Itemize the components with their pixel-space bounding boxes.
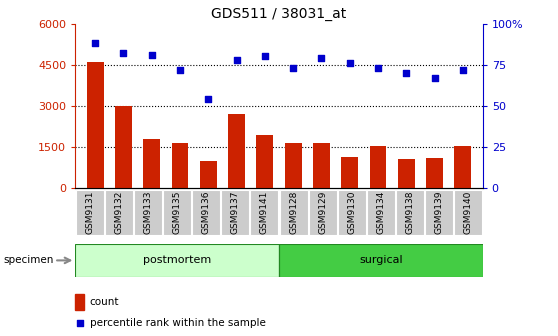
Bar	[75, 244, 279, 277]
Bar	[75, 294, 84, 310]
Bar	[425, 190, 453, 235]
Point	[75, 320, 84, 326]
Bar	[193, 190, 220, 235]
Text: surgical: surgical	[359, 255, 403, 265]
Bar	[251, 190, 278, 235]
Point	[402, 70, 411, 76]
Text: GSM9139: GSM9139	[435, 191, 444, 234]
Bar	[279, 244, 483, 277]
Bar	[396, 190, 424, 235]
Point	[317, 55, 326, 61]
Point	[261, 54, 270, 59]
Text: specimen: specimen	[4, 255, 54, 265]
Text: count: count	[90, 297, 119, 307]
Bar	[228, 114, 245, 188]
Bar	[309, 190, 336, 235]
Text: GSM9129: GSM9129	[318, 191, 327, 234]
Point	[147, 52, 156, 57]
Title: GDS511 / 38031_at: GDS511 / 38031_at	[211, 7, 347, 21]
Point	[288, 65, 297, 71]
Text: percentile rank within the sample: percentile rank within the sample	[90, 318, 266, 328]
Text: postmortem: postmortem	[143, 255, 211, 265]
Text: GSM9133: GSM9133	[143, 191, 152, 234]
Point	[232, 57, 241, 62]
Bar	[341, 157, 358, 188]
Bar	[222, 190, 249, 235]
Bar	[280, 190, 307, 235]
Text: GSM9137: GSM9137	[231, 191, 240, 234]
Text: GSM9138: GSM9138	[406, 191, 415, 234]
Bar	[163, 190, 191, 235]
Bar	[105, 190, 133, 235]
Text: GSM9136: GSM9136	[202, 191, 211, 234]
Bar	[134, 190, 162, 235]
Bar	[171, 143, 189, 188]
Text: GSM9131: GSM9131	[85, 191, 94, 234]
Text: GSM9128: GSM9128	[289, 191, 298, 234]
Point	[430, 75, 439, 81]
Bar	[454, 190, 482, 235]
Bar	[454, 145, 472, 188]
Point	[90, 41, 99, 46]
Bar	[86, 62, 104, 188]
Bar	[256, 135, 273, 188]
Bar	[200, 161, 217, 188]
Bar	[313, 143, 330, 188]
Bar	[369, 145, 387, 188]
Point	[176, 67, 185, 72]
Bar	[143, 139, 160, 188]
Text: GSM9135: GSM9135	[172, 191, 182, 234]
Bar	[76, 190, 104, 235]
Text: GSM9132: GSM9132	[114, 191, 123, 234]
Bar	[285, 143, 302, 188]
Point	[459, 67, 468, 72]
Point	[373, 65, 382, 71]
Text: GSM9134: GSM9134	[376, 191, 386, 234]
Point	[204, 96, 213, 102]
Point	[119, 50, 128, 56]
Bar	[338, 190, 365, 235]
Point	[345, 60, 354, 66]
Text: GSM9141: GSM9141	[260, 191, 269, 234]
Text: GSM9130: GSM9130	[347, 191, 356, 234]
Text: GSM9140: GSM9140	[464, 191, 473, 234]
Bar	[115, 106, 132, 188]
Bar	[398, 159, 415, 188]
Bar	[367, 190, 395, 235]
Bar	[426, 158, 443, 188]
